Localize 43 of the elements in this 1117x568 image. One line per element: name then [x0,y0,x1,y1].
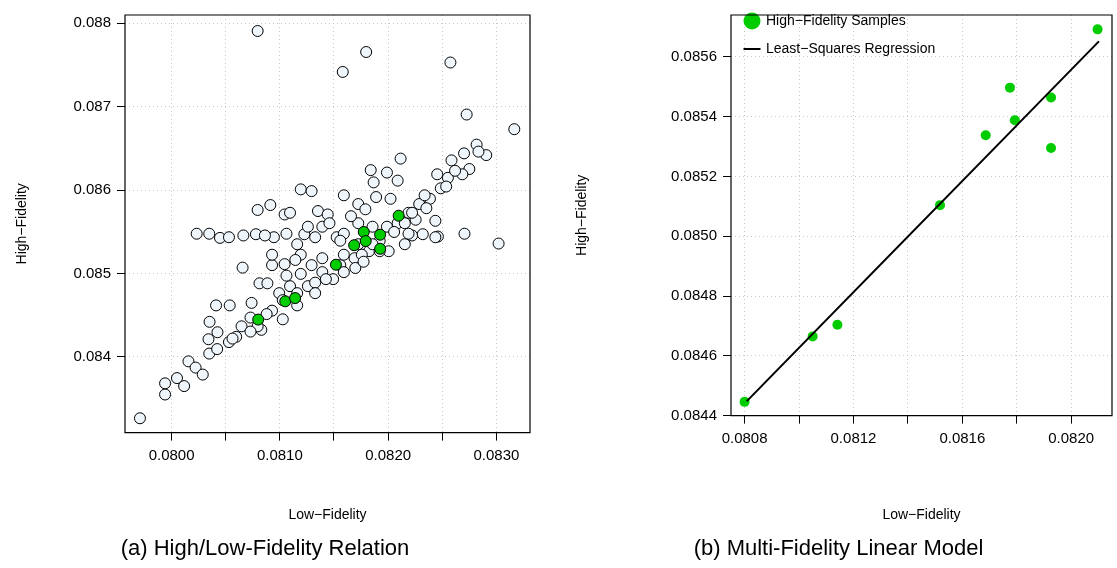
point [1009,115,1020,126]
x-tick-label: 0.0800 [148,445,195,463]
point [348,239,361,252]
x-axis-title: Low−Fidelity [882,506,961,523]
x-tick-label: 0.0810 [256,445,303,463]
y-tick-label: 0.0854 [671,106,717,124]
y-tick-label: 0.0844 [671,405,717,423]
y-tick-label: 0.085 [73,263,111,281]
point [832,319,843,330]
y-tick-label: 0.0850 [671,226,717,244]
point [739,396,750,407]
y-tick-label: 0.0852 [671,166,717,184]
x-axis-title: Low−Fidelity [288,506,367,523]
point [252,313,265,326]
y-axis-title: High−Fidelity [13,183,30,265]
x-tick-label: 0.0808 [721,428,768,446]
y-tick-label: 0.088 [73,13,111,31]
point [1046,143,1057,154]
legend-label: Least−Squares Regression [766,39,936,56]
point [980,130,991,141]
y-tick-label: 0.0856 [671,46,717,64]
y-tick-label: 0.087 [73,96,111,114]
y-tick-label: 0.0848 [671,286,717,304]
x-tick-label: 0.0830 [473,445,520,463]
y-tick-label: 0.0846 [671,345,717,363]
point [359,235,372,248]
text: (b) Multi-Fidelity Linear Model [693,534,984,560]
x-tick-label: 0.0820 [365,445,412,463]
point [374,228,387,241]
point [1004,82,1015,93]
y-axis-title: High−Fidelity [573,174,590,256]
x-tick-label: 0.0816 [939,428,986,446]
y-tick-label: 0.086 [73,180,111,198]
x-tick-label: 0.0812 [830,428,877,446]
point [1092,24,1103,35]
point [392,209,405,222]
point [329,258,342,271]
legend-label: High−Fidelity Samples [766,11,906,28]
y-tick-label: 0.084 [73,346,111,364]
text: (a) High/Low-Fidelity Relation [120,534,410,560]
x-tick-label: 0.0820 [1048,428,1095,446]
point [289,292,302,305]
point [1046,92,1057,103]
